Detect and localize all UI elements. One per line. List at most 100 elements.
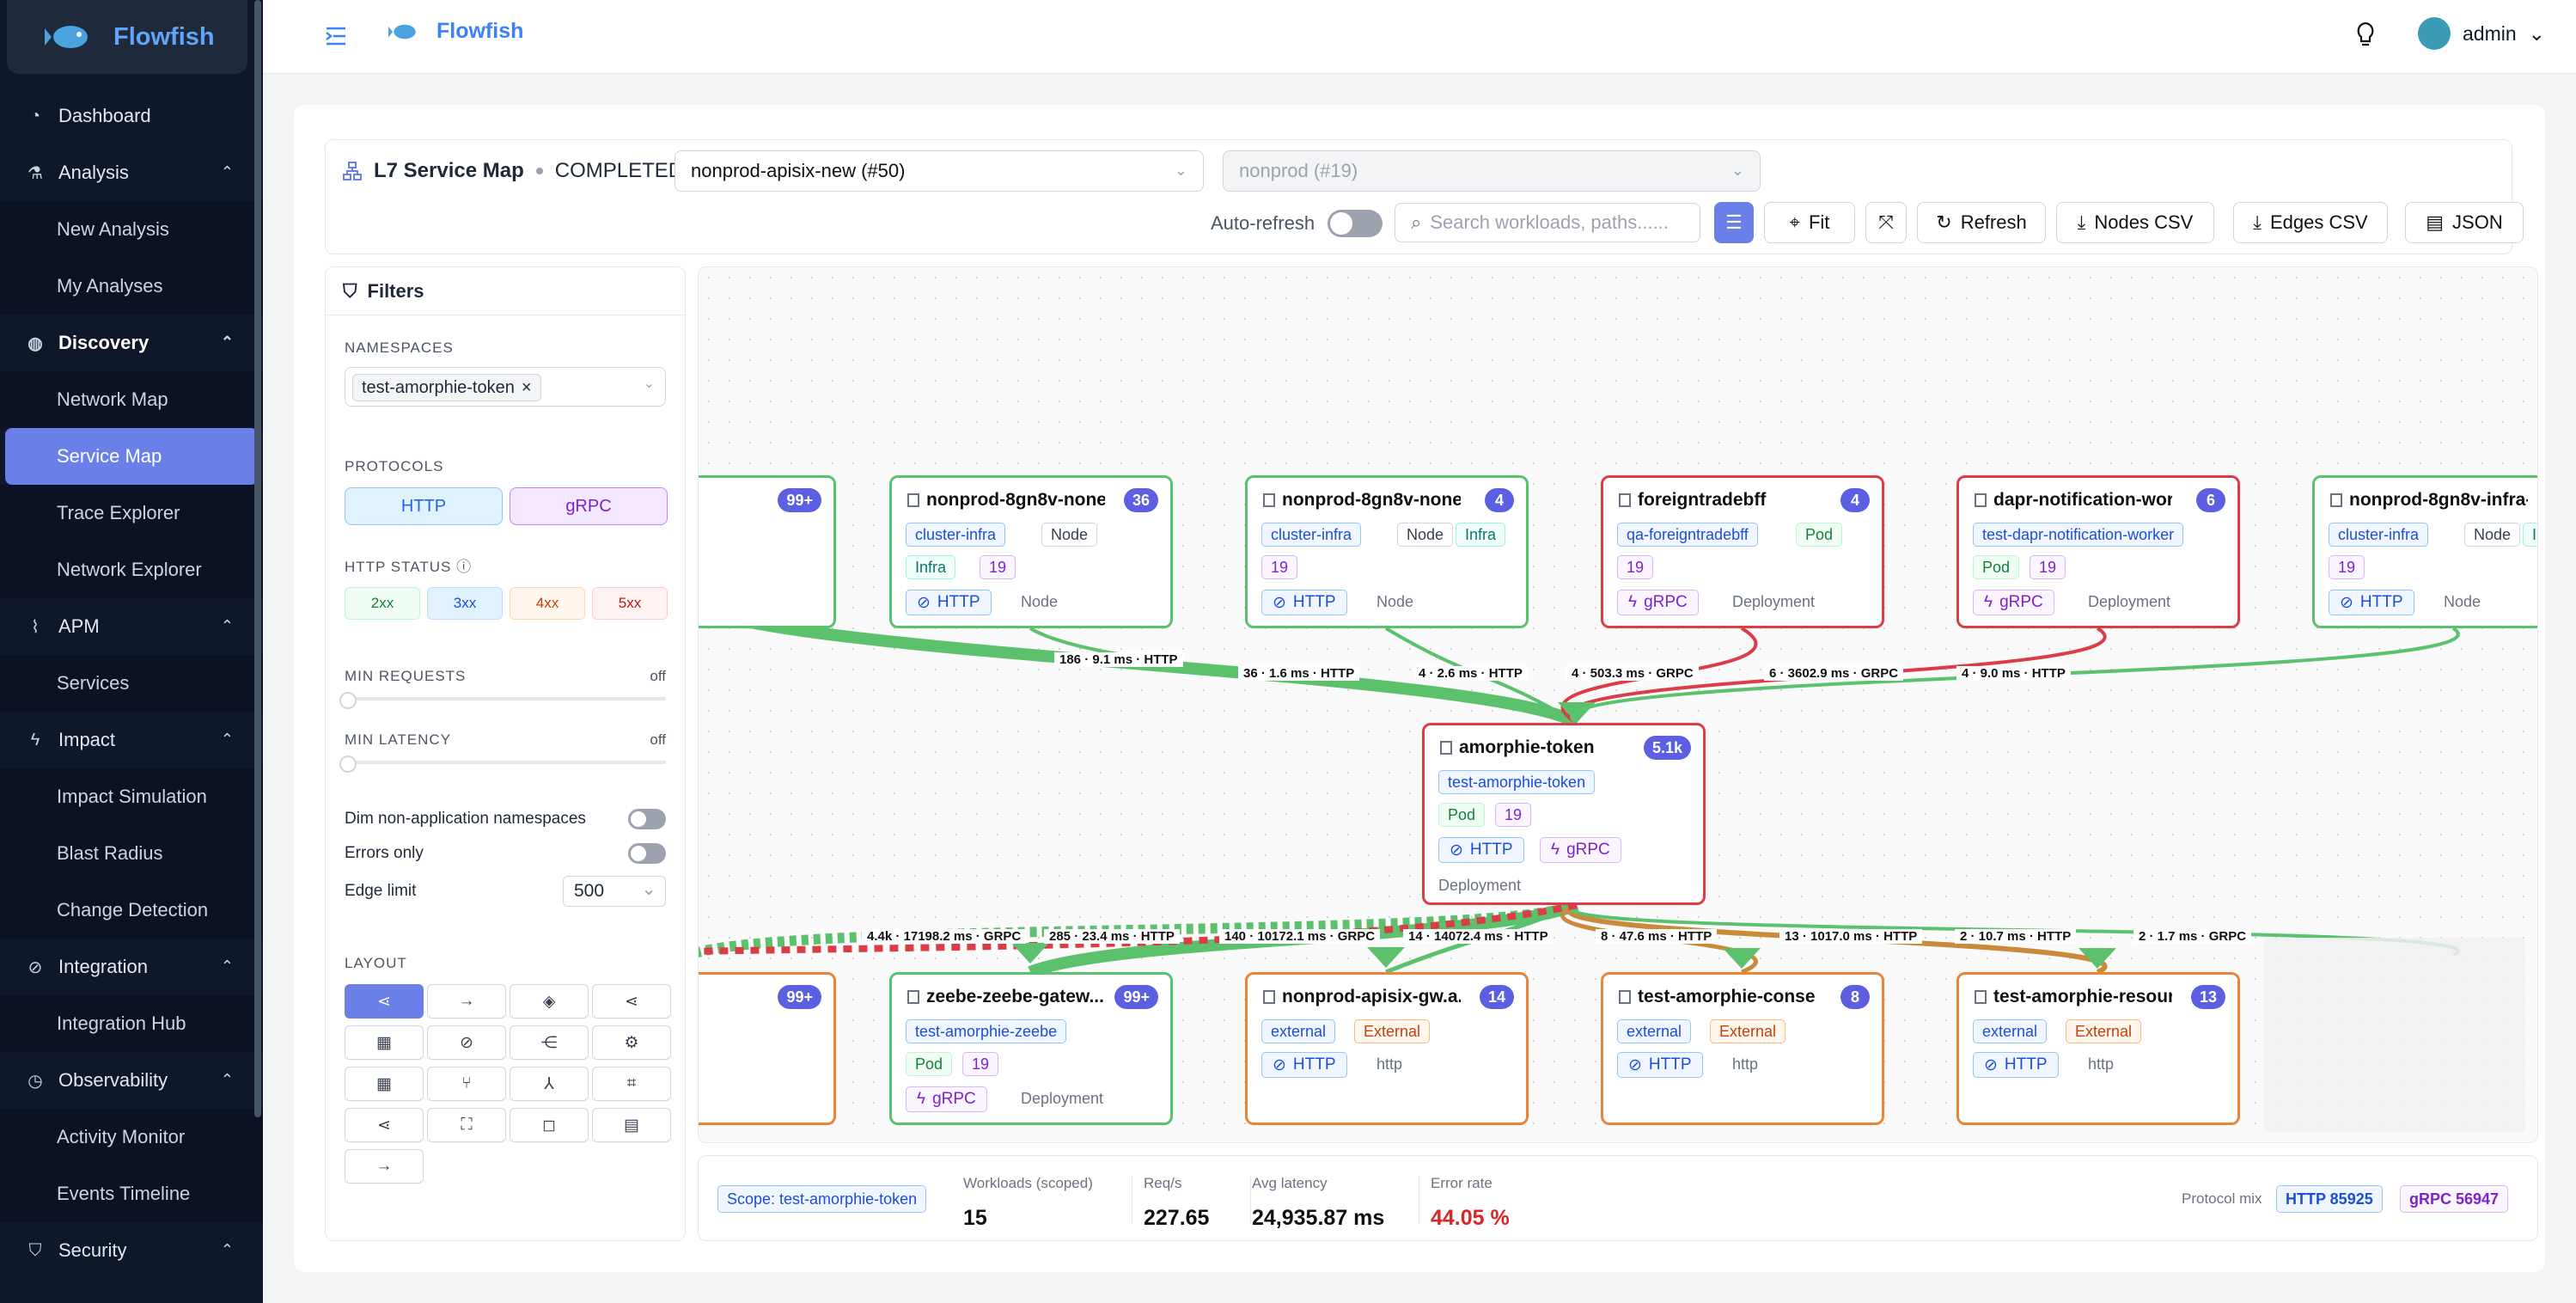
layout-option-9[interactable]: ▦ xyxy=(345,1067,424,1101)
service-node[interactable]: n.co... 99+ xyxy=(699,972,836,1125)
service-node[interactable]: 99+19 xyxy=(699,475,836,628)
layout-option-11[interactable]: ⅄ xyxy=(510,1067,589,1101)
layout-option-15[interactable]: ◻ xyxy=(510,1108,589,1142)
sidebar-item-service-map[interactable]: Service Map xyxy=(5,428,258,485)
service-node[interactable]: dapr-notification-work... 6 test-dapr-noti… xyxy=(1956,475,2240,628)
sidebar-item-security[interactable]: ⛉ Security ⌃ xyxy=(0,1222,263,1279)
layout-option-13[interactable]: ⋖ xyxy=(345,1108,424,1142)
top-brand[interactable]: Flowfish xyxy=(388,19,523,44)
layout-option-14[interactable]: ⛶ xyxy=(427,1108,506,1142)
layout-option-1[interactable]: ⋖ xyxy=(345,984,424,1019)
protocol-http-button[interactable]: HTTP xyxy=(345,487,503,525)
protocol-badge: ϟ gRPC xyxy=(1973,590,2054,615)
link-icon: ⊘ xyxy=(1273,1055,1286,1074)
service-node[interactable]: nonprod-8gn8v-nonep... 4 cluster-infra Node… xyxy=(1245,475,1529,628)
status-4xx-button[interactable]: 4xx xyxy=(510,587,585,620)
close-icon[interactable]: × xyxy=(521,377,532,397)
layout-option-12[interactable]: ⌗ xyxy=(592,1067,671,1101)
namespace-chip[interactable]: test-amorphie-token × xyxy=(352,374,541,401)
sidebar-item-impact[interactable]: ϟ Impact ⌃ xyxy=(0,712,263,768)
fullscreen-button[interactable]: ⤧ xyxy=(1865,202,1907,243)
service-node[interactable]: test-amorphie-consent... 8 external Externa… xyxy=(1601,972,1884,1125)
layout-option-17[interactable]: → xyxy=(345,1149,424,1184)
link-icon: ⊘ xyxy=(1273,593,1286,612)
namespace-select[interactable]: test-amorphie-token × ⌄ xyxy=(345,367,666,407)
node-title-text: foreigntradebff xyxy=(1638,490,1767,510)
sidebar-item-apm[interactable]: ⌇ APM ⌃ xyxy=(0,598,263,655)
status-5xx-button[interactable]: 5xx xyxy=(592,587,668,620)
layout-option-16[interactable]: ▤ xyxy=(592,1108,671,1142)
min-latency-slider[interactable] xyxy=(339,755,666,773)
protocol-label: HTTP xyxy=(2359,593,2403,611)
sidebar-item-change-detection[interactable]: Change Detection xyxy=(0,882,263,939)
layout-option-3[interactable]: ◈ xyxy=(510,984,589,1019)
sidebar-item-network-explorer[interactable]: Network Explorer xyxy=(0,541,263,598)
lightbulb-icon[interactable] xyxy=(2353,21,2378,50)
analysis-select[interactable]: nonprod-apisix-new (#50) ⌄ xyxy=(675,150,1204,192)
sidebar-item-impact-simulation[interactable]: Impact Simulation xyxy=(0,768,263,825)
sidebar-item-discovery[interactable]: ◍ Discovery ⌃ xyxy=(0,315,263,371)
sidebar-item-services[interactable]: Services xyxy=(0,655,263,712)
service-node[interactable]: test-amorphie-resour... 13 external Externa… xyxy=(1956,972,2240,1125)
protocol-grpc-button[interactable]: gRPC xyxy=(510,487,668,525)
sidebar-item-blast-radius[interactable]: Blast Radius xyxy=(0,825,263,882)
node-title: test-amorphie-resour... xyxy=(1975,987,2172,1007)
edges-csv-button[interactable]: ⤓ Edges CSV xyxy=(2233,202,2388,243)
sidebar-item-observability[interactable]: ◷ Observability ⌃ xyxy=(0,1052,263,1109)
list-view-button[interactable]: ☰ xyxy=(1714,202,1754,243)
service-node[interactable]: foreigntradebff 4 qa-foreigntradebff Pod 19 ϟ… xyxy=(1601,475,1884,628)
service-node[interactable]: zeebe-zeebe-gatew... 99+ test-amorphie-zee… xyxy=(889,972,1173,1125)
layout-option-5[interactable]: ▦ xyxy=(345,1025,424,1060)
layout-option-7[interactable]: ⋲ xyxy=(510,1025,589,1060)
sidebar-item-my-analyses[interactable]: My Analyses xyxy=(0,258,263,315)
service-node[interactable]: nonprod-8gn8v-infra-... cluster-infra Node… xyxy=(2312,475,2537,628)
sidebar-item-dashboard[interactable]: ◔ Dashboard xyxy=(0,88,263,144)
edge-limit-select[interactable]: 500 xyxy=(563,876,666,907)
sidebar-item-integration[interactable]: ⊘ Integration ⌃ xyxy=(0,939,263,995)
service-node[interactable]: amorphie-token 5.1k test-amorphie-token Pod… xyxy=(1422,723,1706,905)
sidebar-item-events-timeline[interactable]: Events Timeline xyxy=(0,1165,263,1222)
chevron-up-icon: ⌃ xyxy=(220,333,234,351)
errors-only-toggle[interactable] xyxy=(628,843,666,864)
sidebar-item-activity-monitor[interactable]: Activity Monitor xyxy=(0,1109,263,1165)
layout-option-8[interactable]: ⚙ xyxy=(592,1025,671,1060)
sidebar-item-new-analysis[interactable]: New Analysis xyxy=(0,201,263,258)
node-tag: test-amorphie-token xyxy=(1438,770,1596,794)
sidebar-item-label: Security xyxy=(58,1239,127,1261)
user-menu[interactable]: admin ⌄ xyxy=(2418,17,2545,50)
layout-option-10[interactable]: ⑂ xyxy=(427,1067,506,1101)
node-title xyxy=(699,490,768,511)
fit-button[interactable]: ⌖ Fit xyxy=(1764,202,1855,243)
refresh-button[interactable]: ↻ Refresh xyxy=(1917,202,2046,243)
sidebar-scrollbar[interactable] xyxy=(254,0,261,1117)
json-button[interactable]: ▤ JSON xyxy=(2405,202,2524,243)
min-requests-slider[interactable] xyxy=(339,692,666,709)
sidebar-item-integration-hub[interactable]: Integration Hub xyxy=(0,995,263,1052)
sidebar-item-analysis[interactable]: ⚗ Analysis ⌃ xyxy=(0,144,263,201)
search-input[interactable]: ⌕ Search workloads, paths...... xyxy=(1395,203,1700,242)
link-icon: ⊘ xyxy=(917,593,931,612)
layout-option-2[interactable]: → xyxy=(427,984,506,1019)
layout-option-4[interactable]: ⋖ xyxy=(592,984,671,1019)
layout-option-6[interactable]: ⊘ xyxy=(427,1025,506,1060)
sidebar-logo[interactable]: Flowfish xyxy=(7,0,247,74)
minimap[interactable] xyxy=(2264,938,2525,1132)
status-2xx-button[interactable]: 2xx xyxy=(345,587,420,620)
status-3xx-button[interactable]: 3xx xyxy=(427,587,503,620)
service-map-canvas[interactable]: + − ⛶ 99+19nonprod-8gn8v-none...36cluste… xyxy=(698,266,2538,1143)
service-node[interactable]: nonprod-apisix-gw.a... 14 external External… xyxy=(1245,972,1529,1125)
dim-toggle[interactable] xyxy=(628,809,666,829)
dim-row: Dim non-application namespaces xyxy=(345,809,666,829)
auto-refresh-toggle[interactable] xyxy=(1328,210,1383,237)
cluster-select[interactable]: nonprod (#19) ⌄ xyxy=(1223,150,1761,192)
node-title-text: test-amorphie-resour... xyxy=(1993,987,2172,1006)
sidebar-item-trace-explorer[interactable]: Trace Explorer xyxy=(0,485,263,541)
edge-line[interactable] xyxy=(699,902,1578,955)
nodes-csv-button[interactable]: ⤓ Nodes CSV xyxy=(2056,202,2214,243)
errors-only-row: Errors only xyxy=(345,843,666,864)
node-kind: http xyxy=(1732,1055,1759,1073)
sidebar-nav: ◔ Dashboard ⚗ Analysis ⌃ New Analysis My Analy… xyxy=(0,88,263,1279)
service-node[interactable]: nonprod-8gn8v-none... 36 cluster-infra Node… xyxy=(889,475,1173,628)
menu-toggle-icon[interactable] xyxy=(323,23,349,49)
sidebar-item-network-map[interactable]: Network Map xyxy=(0,371,263,428)
